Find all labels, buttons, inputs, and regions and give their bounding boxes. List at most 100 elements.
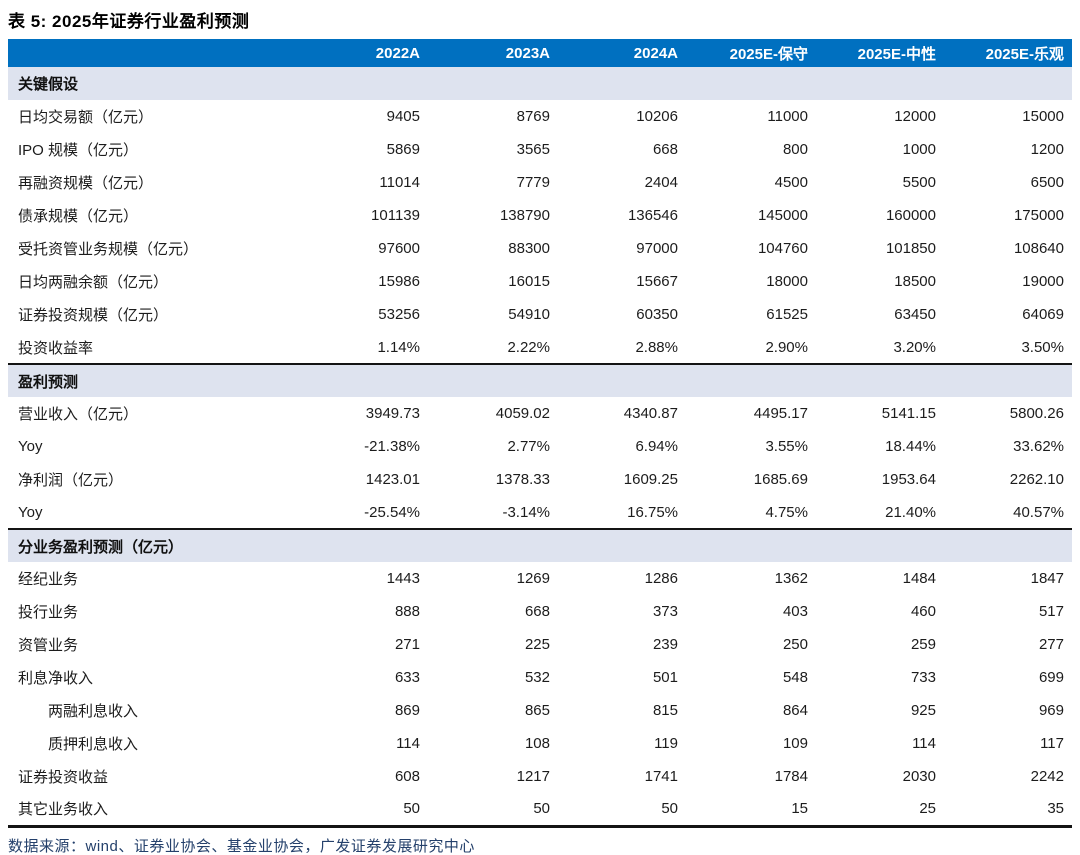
- value-cell: 11000: [686, 100, 816, 133]
- value-cell: 373: [558, 595, 686, 628]
- value-cell: 1200: [944, 133, 1072, 166]
- value-cell: 15: [686, 793, 816, 826]
- value-cell: 18500: [816, 265, 944, 298]
- value-cell: 33.62%: [944, 430, 1072, 463]
- table-row: 经纪业务 1443 1269 1286 1362 1484 1847: [8, 562, 1072, 595]
- table-row: 证券投资收益 608 1217 1741 1784 2030 2242: [8, 760, 1072, 793]
- value-cell: 114: [326, 727, 428, 760]
- value-cell: 1269: [428, 562, 558, 595]
- value-cell: 699: [944, 661, 1072, 694]
- value-cell: 108: [428, 727, 558, 760]
- row-label: Yoy: [8, 430, 326, 463]
- table-row: 两融利息收入 869 865 815 864 925 969: [8, 694, 1072, 727]
- value-cell: 101139: [326, 199, 428, 232]
- value-cell: 1286: [558, 562, 686, 595]
- value-cell: 15986: [326, 265, 428, 298]
- value-cell: 501: [558, 661, 686, 694]
- table-row: 资管业务 271 225 239 250 259 277: [8, 628, 1072, 661]
- value-cell: 25: [816, 793, 944, 826]
- value-cell: 64069: [944, 298, 1072, 331]
- value-cell: 2030: [816, 760, 944, 793]
- row-label: 利息净收入: [8, 661, 326, 694]
- value-cell: 668: [428, 595, 558, 628]
- value-cell: 9405: [326, 100, 428, 133]
- value-cell: 1784: [686, 760, 816, 793]
- section-header-label: 分业务盈利预测（亿元）: [8, 528, 1072, 562]
- value-cell: 3.20%: [816, 331, 944, 364]
- value-cell: 97000: [558, 232, 686, 265]
- value-cell: 1685.69: [686, 463, 816, 496]
- value-cell: 21.40%: [816, 496, 944, 529]
- value-cell: 12000: [816, 100, 944, 133]
- value-cell: 259: [816, 628, 944, 661]
- value-cell: 109: [686, 727, 816, 760]
- value-cell: 800: [686, 133, 816, 166]
- value-cell: -3.14%: [428, 496, 558, 529]
- table-row: 债承规模（亿元） 101139 138790 136546 145000 160000 17…: [8, 199, 1072, 232]
- data-source-note: 数据来源：wind、证券业协会、基金业协会，广发证券发展研究中心: [8, 837, 475, 855]
- value-cell: 175000: [944, 199, 1072, 232]
- value-cell: 403: [686, 595, 816, 628]
- value-cell: 61525: [686, 298, 816, 331]
- value-cell: 633: [326, 661, 428, 694]
- value-cell: 888: [326, 595, 428, 628]
- row-label: 营业收入（亿元）: [8, 397, 326, 430]
- value-cell: 1423.01: [326, 463, 428, 496]
- table-row: 日均交易额（亿元） 9405 8769 10206 11000 12000 15000: [8, 100, 1072, 133]
- value-cell: 1443: [326, 562, 428, 595]
- section-header-row: 关键假设: [8, 67, 1072, 100]
- table-row: 证券投资规模（亿元） 53256 54910 60350 61525 63450 64069: [8, 298, 1072, 331]
- value-cell: 3949.73: [326, 397, 428, 430]
- row-label: IPO 规模（亿元）: [8, 133, 326, 166]
- value-cell: 63450: [816, 298, 944, 331]
- value-cell: 60350: [558, 298, 686, 331]
- header-cell-3: 2025E-保守: [686, 39, 816, 67]
- table-row: Yoy -25.54% -3.14% 16.75% 4.75% 21.40% 40.57%: [8, 496, 1072, 529]
- row-label: Yoy: [8, 496, 326, 529]
- row-label: 资管业务: [8, 628, 326, 661]
- table-row: 营业收入（亿元） 3949.73 4059.02 4340.87 4495.17 5141…: [8, 397, 1072, 430]
- value-cell: 548: [686, 661, 816, 694]
- value-cell: 815: [558, 694, 686, 727]
- row-label: 日均交易额（亿元）: [8, 100, 326, 133]
- value-cell: 271: [326, 628, 428, 661]
- value-cell: 1847: [944, 562, 1072, 595]
- value-cell: 733: [816, 661, 944, 694]
- row-label: 证券投资规模（亿元）: [8, 298, 326, 331]
- row-label: 净利润（亿元）: [8, 463, 326, 496]
- value-cell: 108640: [944, 232, 1072, 265]
- value-cell: 250: [686, 628, 816, 661]
- value-cell: 864: [686, 694, 816, 727]
- value-cell: 160000: [816, 199, 944, 232]
- table-row: 再融资规模（亿元） 11014 7779 2404 4500 5500 6500: [8, 166, 1072, 199]
- value-cell: 277: [944, 628, 1072, 661]
- value-cell: 5800.26: [944, 397, 1072, 430]
- value-cell: 6500: [944, 166, 1072, 199]
- value-cell: 2.22%: [428, 331, 558, 364]
- value-cell: 8769: [428, 100, 558, 133]
- row-label: 经纪业务: [8, 562, 326, 595]
- row-label: 证券投资收益: [8, 760, 326, 793]
- section-header-label: 关键假设: [8, 67, 1072, 100]
- value-cell: 1378.33: [428, 463, 558, 496]
- table-title: 表 5: 2025年证券行业盈利预测: [8, 12, 250, 31]
- value-cell: 104760: [686, 232, 816, 265]
- table-row: IPO 规模（亿元） 5869 3565 668 800 1000 1200: [8, 133, 1072, 166]
- value-cell: 4500: [686, 166, 816, 199]
- value-cell: 1953.64: [816, 463, 944, 496]
- forecast-table: 2022A 2023A 2024A 2025E-保守 2025E-中性 2025E-乐观 …: [8, 39, 1072, 828]
- value-cell: 1362: [686, 562, 816, 595]
- value-cell: 2.77%: [428, 430, 558, 463]
- value-cell: 5141.15: [816, 397, 944, 430]
- value-cell: 5500: [816, 166, 944, 199]
- table-row: 受托资管业务规模（亿元） 97600 88300 97000 104760 101850 1…: [8, 232, 1072, 265]
- value-cell: 6.94%: [558, 430, 686, 463]
- value-cell: 15000: [944, 100, 1072, 133]
- value-cell: -25.54%: [326, 496, 428, 529]
- value-cell: 119: [558, 727, 686, 760]
- row-label: 投资收益率: [8, 331, 326, 364]
- value-cell: 3.55%: [686, 430, 816, 463]
- table-row: 其它业务收入 50 50 50 15 25 35: [8, 793, 1072, 826]
- value-cell: 117: [944, 727, 1072, 760]
